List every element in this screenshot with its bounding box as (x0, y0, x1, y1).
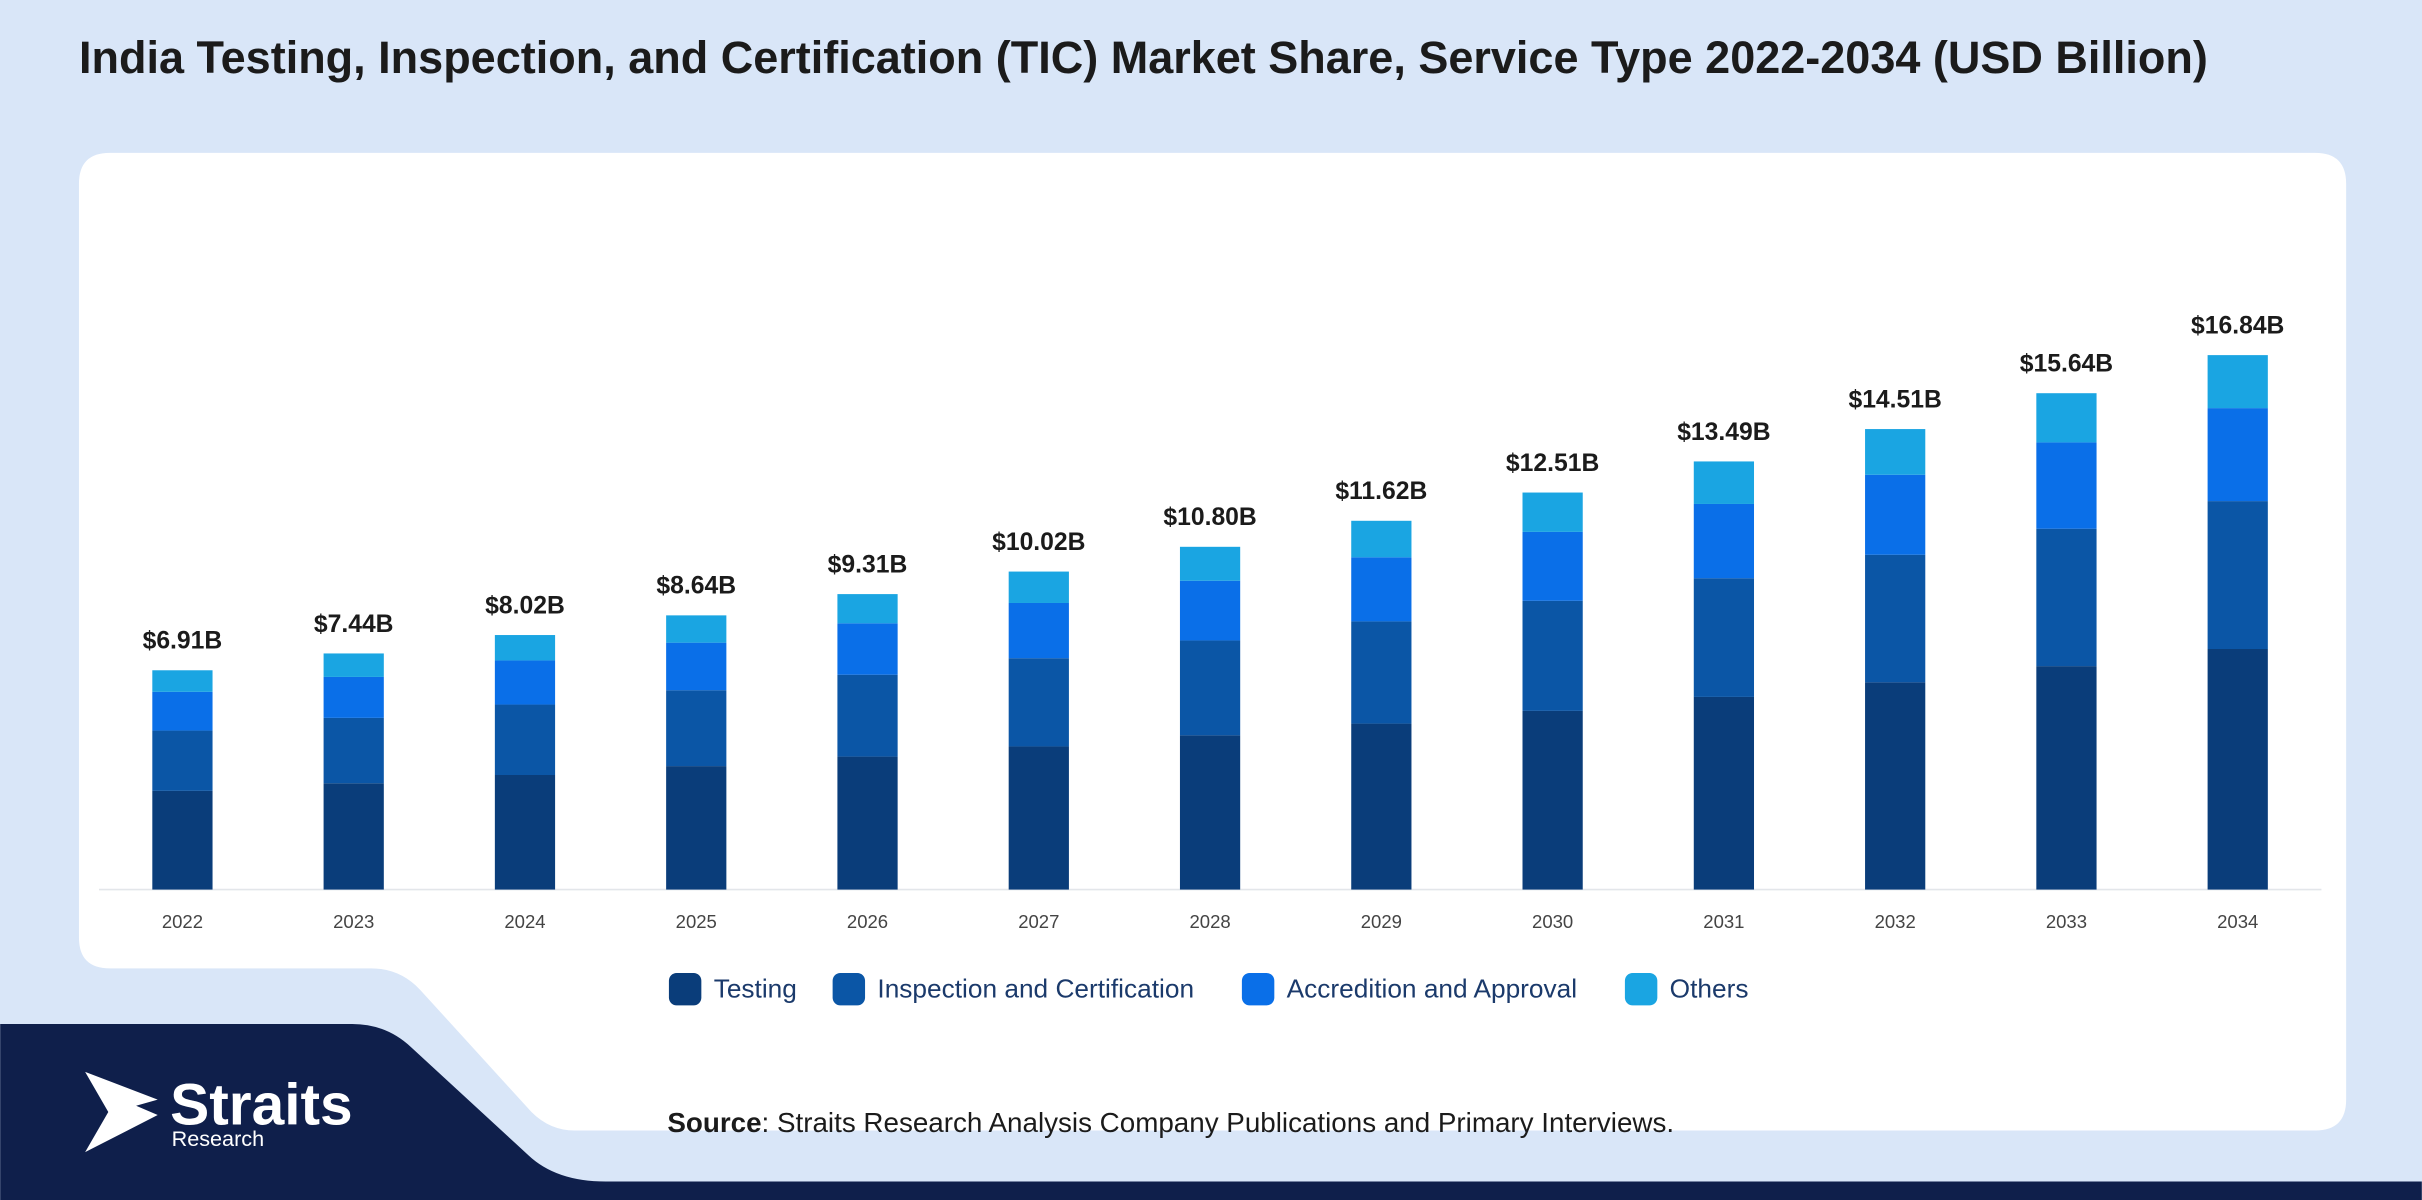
bar-segment (494, 660, 556, 705)
bar-segment (1865, 474, 1926, 555)
bar-segment (2036, 666, 2097, 890)
x-tick-label: 2026 (847, 911, 888, 932)
source-text: : Straits Research Analysis Company Publ… (762, 1107, 1675, 1138)
total-label: $11.62B (1335, 478, 1427, 505)
bar-segment (1522, 531, 1583, 601)
x-tick-label: 2027 (1018, 911, 1059, 932)
source-label: Source (667, 1107, 761, 1138)
legend-label: Testing (714, 974, 797, 1004)
total-label: $15.64B (2020, 351, 2113, 378)
bar-segment (1865, 554, 1926, 683)
legend-swatch (1241, 972, 1275, 1006)
x-tick-label: 2028 (1189, 911, 1230, 932)
bar-segment (152, 691, 213, 731)
bar-segment (1351, 723, 1412, 890)
x-tick-label: 2029 (1361, 911, 1402, 932)
total-label: $9.31B (828, 551, 908, 578)
bar-segment (666, 690, 727, 767)
total-label: $8.02B (485, 592, 565, 619)
total-label: $6.91B (143, 628, 223, 655)
bar-segment (323, 783, 384, 890)
footer-band (0, 1023, 2422, 1200)
total-label: $10.02B (992, 529, 1085, 556)
legend-swatch (832, 972, 866, 1006)
bar-segment (666, 642, 727, 691)
bar-segment (837, 594, 898, 624)
bar-segment (1522, 600, 1583, 711)
legend-label: Inspection and Certification (877, 974, 1194, 1004)
total-label: $10.80B (1163, 504, 1256, 531)
bar-segment (2036, 528, 2097, 667)
bar-segment (494, 635, 556, 661)
bar-segment (837, 756, 898, 890)
logo-name: Straits (170, 1072, 353, 1137)
bar-segment (1008, 602, 1069, 659)
bar-segment (666, 766, 727, 890)
legend-swatch (668, 972, 702, 1006)
bar-segment (1008, 746, 1069, 890)
total-label: $7.44B (314, 611, 394, 638)
bar-segment (1693, 696, 1755, 890)
total-label: $16.84B (2191, 312, 2284, 339)
bar-segment (494, 704, 556, 776)
logo-mark (85, 1071, 158, 1153)
bar-segment (2207, 355, 2268, 409)
logo-sub: Research (172, 1126, 264, 1151)
x-tick-label: 2025 (676, 911, 717, 932)
x-tick-label: 2024 (504, 911, 545, 932)
total-label: $12.51B (1506, 450, 1599, 477)
bar-segment (1008, 658, 1069, 747)
x-tick-label: 2034 (2217, 911, 2258, 932)
bar-segment (1693, 503, 1755, 579)
total-label: $13.49B (1677, 419, 1770, 446)
source-note: Source: Straits Research Analysis Compan… (667, 1107, 1674, 1138)
bar-segment (1351, 621, 1412, 724)
bar-segment (666, 615, 727, 643)
total-label: $14.51B (1848, 386, 1941, 413)
total-label: $8.64B (656, 573, 736, 600)
bar-segment (837, 623, 898, 675)
x-tick-label: 2031 (1703, 911, 1744, 932)
bar-segment (2036, 442, 2097, 529)
bar-segment (1865, 682, 1926, 890)
bar-segment (1179, 580, 1241, 641)
bar-segment (152, 730, 213, 791)
bar-segment (1008, 571, 1069, 603)
bar-segment (323, 676, 384, 718)
chart-title: India Testing, Inspection, and Certifica… (79, 32, 2208, 83)
legend-label: Accredition and Approval (1287, 974, 1577, 1004)
bar-segment (1179, 546, 1241, 581)
bar-segment (323, 653, 384, 677)
x-tick-label: 2033 (2046, 911, 2087, 932)
bar-segment (152, 670, 213, 692)
bar-segment (2207, 408, 2268, 502)
x-tick-label: 2023 (333, 911, 374, 932)
bar-segment (1693, 461, 1755, 504)
legend-swatch (1624, 972, 1658, 1006)
bar-segment (323, 717, 384, 784)
bar-segment (837, 674, 898, 757)
bar-segment (1522, 710, 1583, 890)
bar-segment (1351, 557, 1412, 622)
x-tick-label: 2022 (162, 911, 203, 932)
bar-segment (152, 790, 213, 890)
bar-segment (2036, 393, 2097, 443)
x-tick-label: 2032 (1875, 911, 1916, 932)
bar-segment (1351, 520, 1412, 558)
bar-segment (1179, 735, 1241, 890)
legend-label: Others (1670, 974, 1749, 1004)
x-tick-label: 2030 (1532, 911, 1573, 932)
bar-segment (1865, 429, 1926, 475)
bar-segment (1179, 640, 1241, 736)
bar-segment (1522, 492, 1583, 532)
bar-segment (1693, 578, 1755, 697)
bar-segment (2207, 501, 2268, 650)
bar-segment (494, 775, 556, 890)
bar-segment (2207, 649, 2268, 890)
